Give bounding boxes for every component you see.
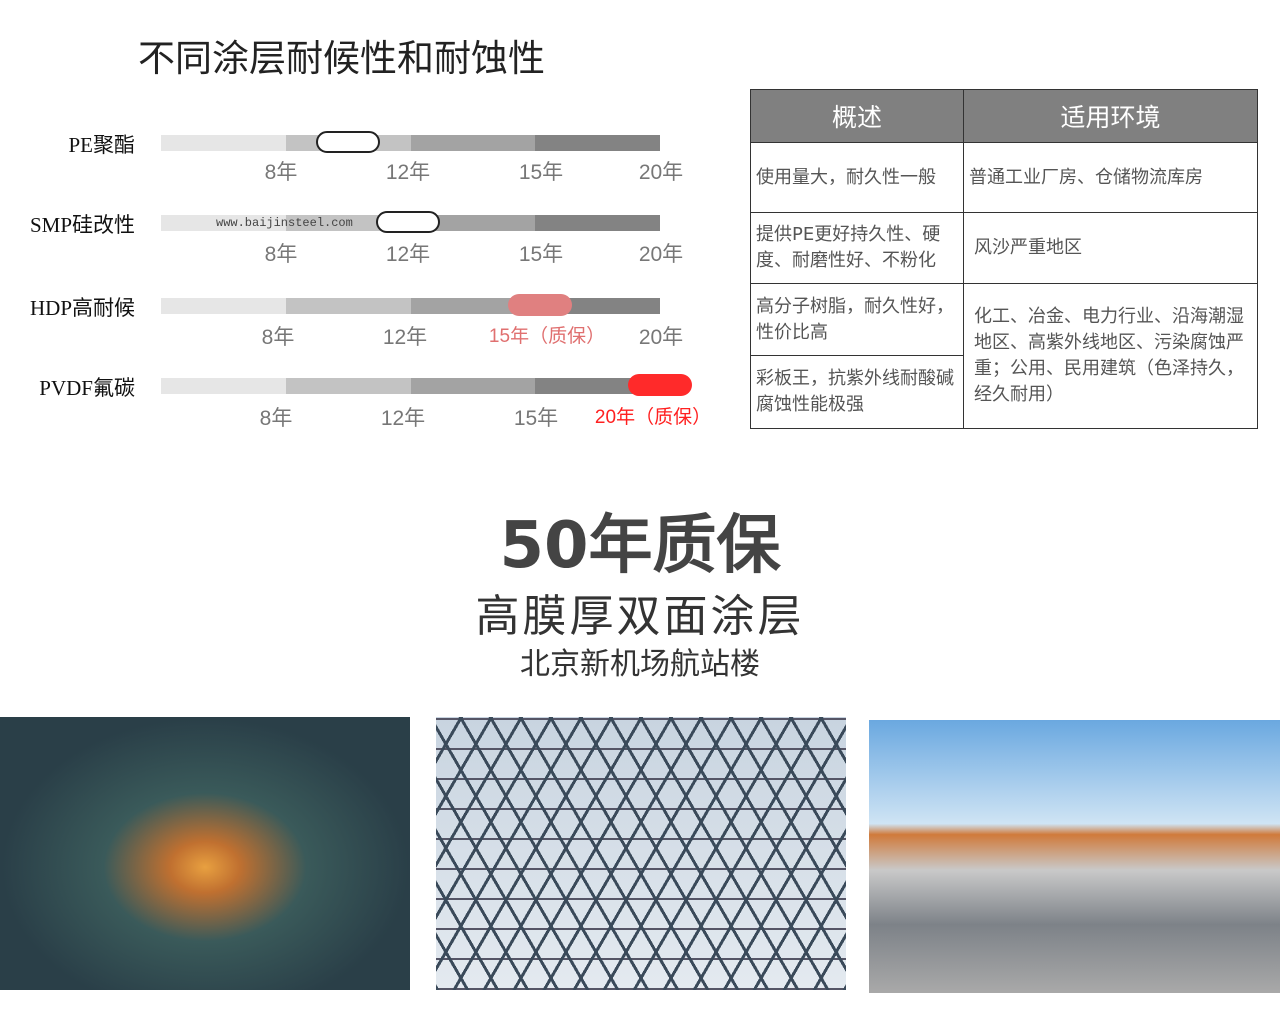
tick-label: 12年 (380, 407, 426, 430)
row-label: PVDF氟碳 (39, 376, 135, 400)
bar-segment (410, 135, 536, 151)
bar-segment (410, 298, 536, 314)
cell-desc: 使用量大，耐久性一般 (750, 142, 964, 213)
row-label: SMP硅改性 (29, 213, 135, 237)
tick-label: 8年 (259, 407, 293, 430)
tick-label: 8年 (261, 326, 295, 349)
watermark: www.baijinsteel.com (216, 216, 353, 230)
tick-label: 12年 (385, 243, 431, 266)
bar-segment (161, 298, 286, 314)
bar-segment (285, 378, 411, 394)
tick-label: 15年 (513, 407, 559, 430)
bar-track (161, 298, 660, 314)
rating-marker (508, 294, 572, 316)
tick-label: 8年 (264, 161, 298, 184)
bar-segment (410, 215, 536, 231)
tick-label: 8年 (264, 243, 298, 266)
coating-table: 概述 适用环境 使用量大，耐久性一般 普通工业厂房、仓储物流库房 提供PE更好持久性… (750, 89, 1258, 429)
tick-label: 15年 (518, 243, 564, 266)
bar-segment (410, 378, 536, 394)
cell-env: 风沙严重地区 (963, 212, 1258, 284)
tick-label: 20年 (638, 326, 684, 349)
bar-segment (161, 378, 286, 394)
bar-segment (285, 298, 411, 314)
tick-label: 15年 (518, 161, 564, 184)
bar-segment (535, 135, 660, 151)
bar-segment (535, 215, 660, 231)
terminal-rendering-photo (869, 720, 1280, 993)
cell-desc: 高分子树脂，耐久性好，性价比高 (750, 283, 964, 356)
row-label: HDP高耐候 (29, 296, 135, 320)
tick-label: 15年（质保） (488, 326, 606, 347)
bar-track (161, 135, 660, 151)
airport-aerial-photo (0, 717, 410, 990)
cell-env: 化工、冶金、电力行业、沿海潮湿地区、高紫外线地区、污染腐蚀严重；公用、民用建筑（… (963, 283, 1258, 429)
cell-env: 普通工业厂房、仓储物流库房 (963, 142, 1258, 213)
tick-label: 12年 (382, 326, 428, 349)
tick-label: 20年（质保） (594, 407, 712, 428)
header-desc: 概述 (750, 89, 964, 143)
bar-segment (161, 135, 286, 151)
rating-marker (376, 211, 440, 233)
cell-desc: 提供PE更好持久性、硬度、耐磨性好、不粉化 (750, 212, 964, 284)
chart-title: 不同涂层耐候性和耐蚀性 (138, 37, 545, 80)
row-label: PE聚酯 (68, 133, 135, 157)
tick-label: 20年 (638, 161, 684, 184)
headline: 50年质保 (499, 509, 781, 583)
rating-marker (316, 131, 380, 153)
tick-label: 12年 (385, 161, 431, 184)
header-env: 适用环境 (963, 89, 1258, 143)
steel-structure-photo (436, 717, 846, 990)
bar-track (161, 378, 660, 394)
cell-desc: 彩板王，抗紫外线耐酸碱腐蚀性能极强 (750, 355, 964, 429)
bar-segment (161, 215, 286, 231)
tick-label: 20年 (638, 243, 684, 266)
subheadline: 高膜厚双面涂层 (475, 591, 805, 642)
rating-marker (628, 374, 692, 396)
caption: 北京新机场航站楼 (520, 647, 760, 682)
